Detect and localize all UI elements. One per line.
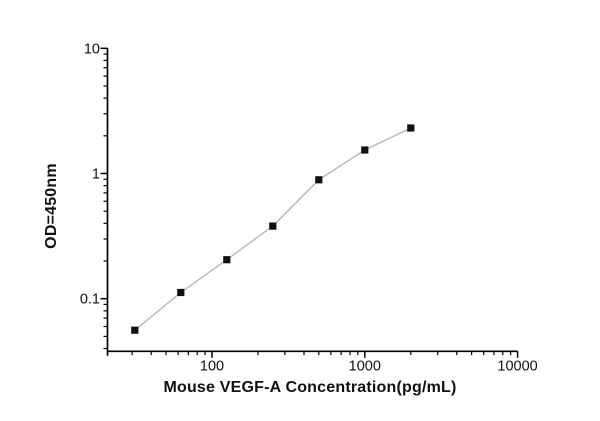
data-point-marker (361, 146, 369, 154)
data-point-marker (131, 326, 139, 334)
data-point-marker (177, 288, 185, 297)
x-tick-label: 100 (200, 359, 224, 375)
x-axis-title: Mouse VEGF-A Concentration(pg/mL) (163, 379, 456, 396)
data-point-marker (223, 256, 231, 264)
x-tick-label: 10000 (497, 359, 537, 375)
plot-area: 100 1000 10000 0.1 1 10 (80, 41, 538, 374)
data-point-marker (269, 222, 277, 230)
y-tick-label: 0.1 (80, 292, 100, 308)
y-tick-label: 10 (84, 41, 100, 57)
y-tick-label: 1 (92, 166, 100, 182)
data-point-marker (315, 176, 323, 184)
x-tick-label: 1000 (349, 359, 381, 375)
y-axis-title: OD=450nm (43, 163, 60, 249)
data-point-marker (407, 124, 415, 132)
